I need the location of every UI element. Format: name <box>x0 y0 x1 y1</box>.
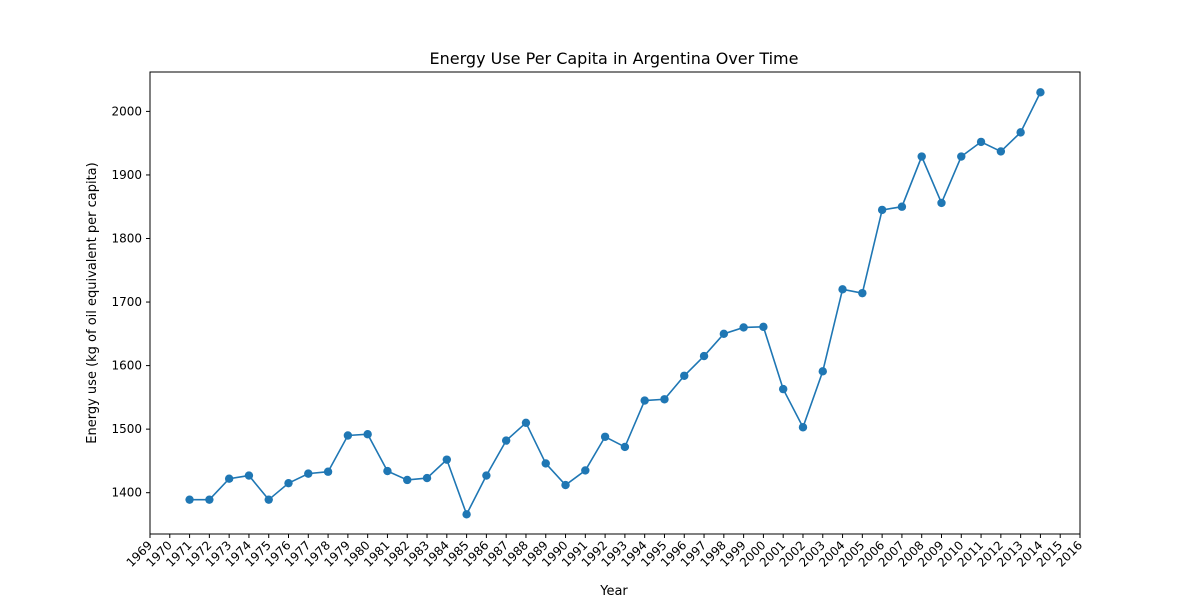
data-point <box>957 152 966 161</box>
data-point <box>680 371 689 380</box>
data-point <box>501 436 511 445</box>
y-tick-label: 1900 <box>111 168 142 182</box>
data-point <box>244 471 254 480</box>
data-point <box>778 384 788 394</box>
y-tick-label: 1400 <box>111 486 142 500</box>
x-axis-label: Year <box>599 584 628 599</box>
data-point <box>719 329 729 339</box>
data-point <box>759 322 768 332</box>
data-point <box>976 137 986 147</box>
data-point <box>1016 128 1025 137</box>
data-point <box>917 152 926 161</box>
data-point <box>660 395 669 404</box>
data-point <box>838 285 847 294</box>
data-point <box>323 467 333 476</box>
y-tick-label: 1800 <box>111 231 142 245</box>
data-point <box>462 510 471 519</box>
data-point <box>363 430 372 439</box>
data-point <box>620 442 630 452</box>
data-point <box>284 478 293 488</box>
chart-title: Energy Use Per Capita in Argentina Over … <box>430 49 799 68</box>
data-point <box>403 475 412 485</box>
data-point <box>877 205 887 215</box>
data-point <box>798 423 808 432</box>
y-tick-label: 2000 <box>111 104 142 118</box>
data-point <box>482 471 491 480</box>
y-tick-label: 1600 <box>111 359 142 373</box>
data-point <box>205 495 214 504</box>
data-point <box>858 288 867 298</box>
data-point <box>343 431 353 440</box>
data-point <box>818 367 827 376</box>
data-point <box>304 469 313 478</box>
data-point <box>937 198 946 208</box>
data-point <box>422 473 432 483</box>
data-point <box>521 418 531 427</box>
data-point <box>1036 88 1045 97</box>
data-point <box>264 495 273 504</box>
data-point <box>699 351 709 361</box>
data-point <box>224 474 234 483</box>
data-point <box>383 466 392 476</box>
data-point <box>897 202 907 211</box>
y-axis-label: Energy use (kg of oil equivalent per cap… <box>85 162 100 443</box>
data-point <box>640 396 649 405</box>
data-point <box>600 432 610 441</box>
data-point <box>561 480 570 490</box>
data-point <box>739 323 748 332</box>
y-tick-label: 1700 <box>111 295 142 309</box>
data-point <box>541 459 550 468</box>
data-point <box>442 455 452 464</box>
y-tick-label: 1500 <box>111 422 142 436</box>
data-point <box>581 466 590 475</box>
data-point <box>996 147 1006 156</box>
plot-area: 1969197019711972197319741975197619771978… <box>111 71 1085 570</box>
data-point <box>185 495 194 504</box>
plot-frame <box>149 71 1081 535</box>
